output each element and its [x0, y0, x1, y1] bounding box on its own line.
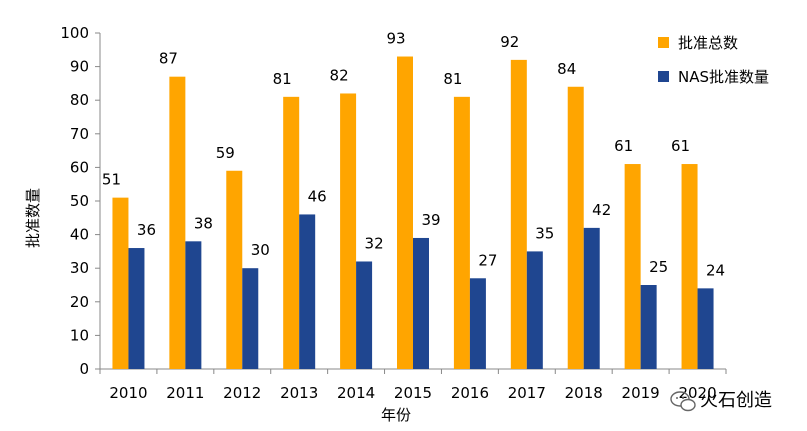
data-label-nas: 35: [535, 224, 554, 242]
bar-total: [112, 197, 129, 369]
bar-nas: [299, 214, 316, 369]
bar-nas: [640, 285, 657, 369]
y-axis: 0 10 20 30 40 50 60 70 80 90 100: [60, 24, 101, 378]
data-label-nas: 36: [137, 221, 156, 239]
y-tick-label: 50: [70, 192, 89, 210]
bar-total: [453, 96, 470, 369]
bar-nas: [583, 227, 600, 369]
bar-total: [681, 164, 698, 369]
data-label-total: 61: [614, 137, 633, 155]
bar-total: [226, 170, 243, 369]
y-axis-title: 批准数量: [24, 188, 42, 248]
bar-total: [340, 93, 357, 369]
y-tick-label: 20: [70, 293, 89, 311]
y-tick-label: 100: [60, 24, 89, 42]
y-tick-label: 0: [79, 360, 89, 378]
bars: [112, 56, 714, 370]
data-label-nas: 24: [706, 261, 725, 279]
data-label-nas: 32: [365, 234, 384, 252]
x-tick-label: 2011: [166, 384, 204, 402]
bar-nas: [526, 251, 543, 369]
watermark-text: 火石创造: [700, 390, 772, 411]
y-tick-label: 90: [70, 58, 89, 76]
legend-swatch-total: [658, 37, 669, 48]
y-tick-label: 70: [70, 125, 89, 143]
data-label-nas: 30: [251, 241, 270, 259]
legend-label-nas: NAS批准数量: [678, 68, 769, 86]
y-tick-label: 40: [70, 226, 89, 244]
y-tick-label: 60: [70, 158, 89, 176]
bar-total: [567, 86, 584, 369]
legend-label-total: 批准总数: [678, 34, 738, 52]
y-tick-label: 30: [70, 259, 89, 277]
x-tick-label: 2020: [678, 384, 716, 402]
x-axis: 2010 2011 2012 2013 2014 2015 2016 2017 2018 2019…: [99, 368, 727, 402]
data-label-total: 51: [102, 171, 121, 189]
data-label-nas: 27: [478, 251, 497, 269]
x-tick-label: 2018: [565, 384, 603, 402]
x-tick-label: 2013: [280, 384, 318, 402]
wechat-icon: [670, 391, 696, 412]
legend: 批准总数 NAS批准数量: [658, 34, 769, 86]
bar-nas: [697, 288, 714, 369]
legend-swatch-nas: [658, 71, 669, 82]
bar-nas: [128, 248, 145, 369]
data-label-nas: 46: [308, 187, 327, 205]
data-label-nas: 38: [194, 214, 213, 232]
y-tick-label: 80: [70, 91, 89, 109]
x-tick-label: 2012: [223, 384, 261, 402]
x-axis-title: 年份: [381, 406, 411, 424]
data-label-total: 93: [386, 30, 405, 48]
watermark: 火石创造: [670, 390, 772, 412]
data-label-nas: 39: [421, 211, 440, 229]
bar-nas: [413, 237, 429, 369]
x-tick-label: 2010: [109, 384, 147, 402]
bar-total: [397, 56, 413, 370]
bar-nas: [469, 278, 486, 369]
bar-total: [283, 96, 300, 369]
x-tick-label: 2014: [337, 384, 375, 402]
x-tick-label: 2015: [394, 384, 432, 402]
y-tick-label: 10: [70, 326, 89, 344]
data-label-total: 81: [273, 70, 292, 88]
bar-nas: [242, 268, 259, 369]
bar-nas: [185, 241, 202, 369]
data-label-total: 84: [557, 60, 576, 78]
bar-total: [510, 59, 527, 369]
bar-total: [169, 76, 186, 370]
x-tick-label: 2019: [622, 384, 660, 402]
bar-total: [624, 164, 641, 369]
data-label-total: 92: [500, 33, 519, 51]
x-tick-label: 2016: [451, 384, 489, 402]
bar-nas: [356, 261, 373, 369]
data-label-total: 87: [159, 50, 178, 68]
data-label-nas: 42: [592, 201, 611, 219]
data-label-total: 59: [216, 144, 235, 162]
data-label-total: 82: [330, 66, 349, 84]
data-label-nas: 25: [649, 258, 668, 276]
data-label-total: 81: [443, 70, 462, 88]
data-labels: 51 36 87 38 59 30 81 46 82 32 93 39 81 27 92 35 84 42 61 25…: [102, 30, 725, 280]
data-label-total: 61: [671, 137, 690, 155]
x-tick-label: 2017: [508, 384, 546, 402]
